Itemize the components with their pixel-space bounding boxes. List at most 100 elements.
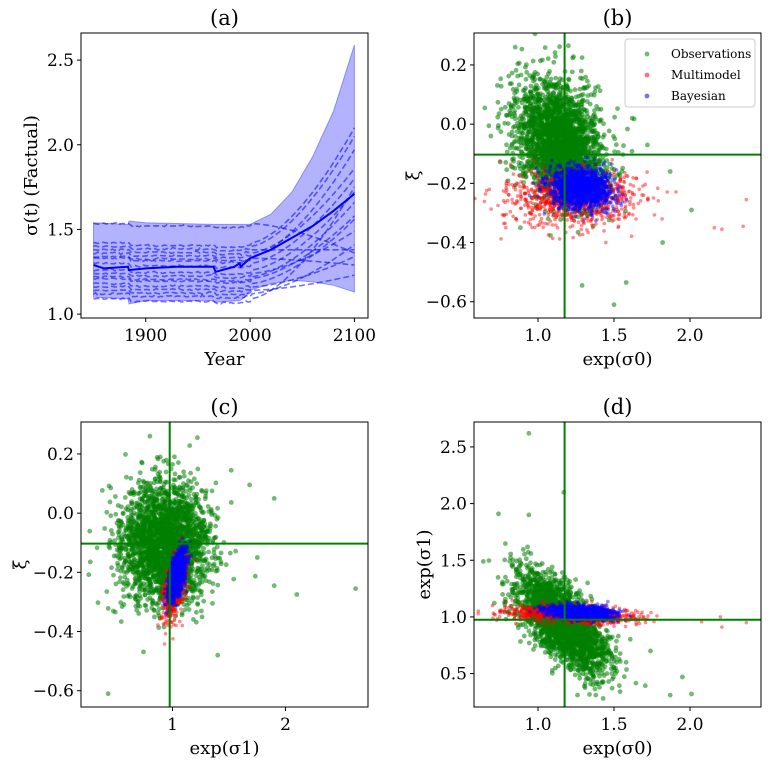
- scatter-point: [597, 157, 603, 163]
- scatter-point: [547, 170, 552, 174]
- scatter-point: [576, 141, 581, 147]
- scatter-point: [603, 170, 609, 176]
- scatter-point: [567, 147, 573, 153]
- scatter-point: [542, 193, 548, 199]
- scatter-point: [506, 73, 512, 79]
- scatter-point: [612, 175, 617, 181]
- x-tick-label: 1.0: [524, 326, 551, 346]
- scatter-point: [608, 191, 612, 196]
- scatter-point: [524, 105, 530, 110]
- scatter-point: [608, 172, 613, 176]
- scatter-point: [578, 68, 584, 74]
- scatter-point: [553, 190, 558, 196]
- x-tick-label: 1.5: [600, 326, 627, 346]
- scatter-point: [594, 219, 598, 223]
- scatter-point: [576, 109, 582, 115]
- scatter-point: [580, 232, 585, 237]
- scatter-point: [601, 132, 607, 138]
- scatter-point: [488, 133, 494, 139]
- scatter-point: [578, 163, 583, 168]
- scatter-point: [535, 91, 541, 97]
- scatter-point: [572, 183, 577, 187]
- scatter-point: [590, 122, 596, 128]
- scatter-point: [566, 191, 570, 195]
- scatter-point: [592, 203, 597, 207]
- scatter-point: [502, 104, 508, 110]
- scatter-point: [587, 195, 593, 200]
- scatter-point: [559, 195, 563, 199]
- scatter-point: [519, 46, 525, 52]
- scatter-point: [611, 167, 617, 172]
- scatter-point: [594, 222, 598, 226]
- scatter-point: [568, 174, 572, 179]
- scatter-point: [631, 176, 635, 180]
- scatter-point: [578, 181, 582, 185]
- scatter-point: [512, 44, 518, 50]
- scatter-point: [538, 58, 543, 64]
- scatter-point: [525, 98, 531, 104]
- scatter-point: [547, 80, 553, 86]
- y-tick-label: −0.4: [426, 234, 467, 254]
- scatter-point: [582, 207, 587, 212]
- scatter-point: [589, 191, 594, 196]
- scatter-point: [579, 76, 585, 81]
- scatter-point: [592, 89, 598, 95]
- scatter-point: [544, 193, 549, 197]
- scatter-point: [498, 129, 504, 135]
- scatter-point: [533, 190, 537, 195]
- scatter-point: [581, 172, 585, 176]
- scatter-point: [533, 214, 537, 218]
- scatter-point: [613, 177, 617, 181]
- scatter-point: [587, 129, 592, 134]
- scatter-point: [541, 176, 546, 180]
- scatter-point: [712, 225, 717, 230]
- scatter-point: [570, 55, 576, 61]
- scatter-point: [557, 202, 561, 206]
- scatter-point: [502, 213, 506, 217]
- scatter-point: [594, 199, 600, 204]
- scatter-point: [581, 98, 586, 104]
- y-tick-label: 2.0: [47, 136, 74, 156]
- scatter-point: [533, 172, 538, 177]
- scatter-point: [559, 212, 565, 218]
- scatter-point: [585, 137, 591, 143]
- scatter-point: [607, 181, 613, 187]
- scatter-point: [565, 210, 570, 215]
- x-tick-label: 1900: [124, 326, 167, 346]
- scatter-point: [531, 132, 537, 137]
- scatter-point: [579, 283, 585, 288]
- scatter-point: [578, 156, 584, 162]
- scatter-point: [606, 217, 612, 223]
- scatter-point: [588, 200, 593, 204]
- scatter-point: [542, 101, 547, 107]
- scatter-point: [535, 144, 540, 150]
- scatter-point: [558, 136, 564, 142]
- scatter-point: [530, 139, 535, 145]
- scatter-point: [624, 197, 628, 202]
- y-tick-label: −0.2: [426, 174, 467, 194]
- scatter-point: [613, 209, 618, 214]
- scatter-point: [542, 45, 548, 50]
- scatter-point: [572, 163, 577, 167]
- scatter-point: [575, 214, 581, 220]
- scatter-point: [580, 131, 586, 137]
- scatter-point: [602, 221, 607, 226]
- scatter-point: [532, 33, 538, 37]
- scatter-point: [579, 200, 583, 205]
- scatter-point: [510, 87, 516, 92]
- scatter-point: [560, 212, 565, 217]
- member-line: [93, 255, 355, 293]
- scatter-point: [537, 135, 542, 141]
- scatter-point: [531, 94, 537, 99]
- scatter-point: [531, 78, 536, 84]
- scatter-point: [627, 212, 631, 216]
- scatter-point: [612, 114, 617, 120]
- scatter-point: [550, 223, 555, 227]
- scatter-point: [622, 214, 626, 219]
- scatter-point: [565, 161, 570, 166]
- scatter-point: [543, 182, 547, 186]
- scatter-point: [583, 159, 587, 164]
- scatter-point: [548, 219, 553, 223]
